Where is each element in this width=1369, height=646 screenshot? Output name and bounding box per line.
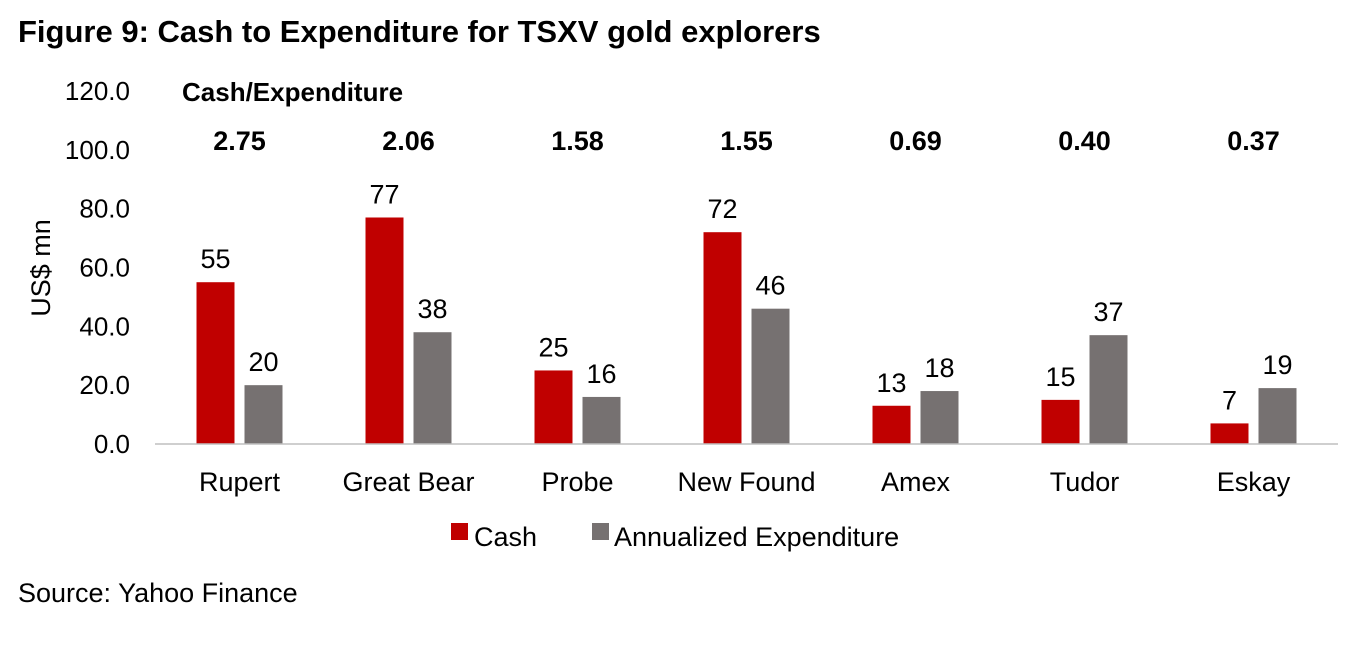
- data-label-expenditure: 16: [586, 359, 616, 389]
- bar-cash: [534, 370, 573, 444]
- y-tick-label: 20.0: [79, 370, 130, 400]
- legend-label-cash: Cash: [474, 522, 537, 552]
- bar-expenditure: [920, 391, 959, 444]
- data-label-cash: 7: [1222, 385, 1237, 415]
- bar-expenditure: [582, 396, 621, 444]
- bar-expenditure: [1089, 335, 1128, 444]
- data-label-expenditure: 46: [755, 271, 785, 301]
- ratio-value: 1.58: [551, 126, 604, 156]
- category-label: Great Bear: [342, 467, 474, 497]
- bar-expenditure: [1258, 388, 1297, 444]
- data-label-expenditure: 37: [1093, 297, 1123, 327]
- ratio-value: 0.40: [1058, 126, 1111, 156]
- data-label-cash: 13: [876, 368, 906, 398]
- y-tick-label: 80.0: [79, 194, 130, 224]
- ratio-value: 0.69: [889, 126, 942, 156]
- data-label-expenditure: 18: [924, 353, 954, 383]
- figure-title: Figure 9: Cash to Expenditure for TSXV g…: [18, 14, 821, 49]
- data-label-expenditure: 38: [417, 294, 447, 324]
- bar-cash: [872, 405, 911, 444]
- bar-cash: [1210, 423, 1249, 444]
- bar-expenditure: [413, 332, 452, 444]
- y-tick-label: 120.0: [65, 76, 130, 106]
- data-label-expenditure: 19: [1262, 350, 1292, 380]
- y-tick-label: 60.0: [79, 253, 130, 283]
- ratio-value: 2.06: [382, 126, 435, 156]
- bar-cash: [365, 217, 404, 444]
- bar-expenditure: [751, 308, 790, 444]
- legend-swatch-cash: [451, 523, 468, 540]
- ratio-value: 0.37: [1227, 126, 1280, 156]
- y-axis-label: US$ mn: [26, 219, 56, 317]
- category-label: Rupert: [199, 467, 281, 497]
- source-note: Source: Yahoo Finance: [18, 578, 298, 608]
- data-label-cash: 15: [1045, 362, 1075, 392]
- ratio-header: Cash/Expenditure: [182, 77, 403, 107]
- data-label-cash: 25: [538, 332, 568, 362]
- legend-label-expenditure: Annualized Expenditure: [614, 522, 899, 552]
- y-tick-label: 0.0: [94, 429, 130, 459]
- y-tick-label: 100.0: [65, 135, 130, 165]
- category-label: Amex: [881, 467, 951, 497]
- legend-swatch-expenditure: [592, 523, 609, 540]
- ratio-value: 2.75: [213, 126, 266, 156]
- bar-cash: [1041, 399, 1080, 444]
- ratio-value: 1.55: [720, 126, 773, 156]
- data-label-cash: 55: [200, 244, 230, 274]
- category-label: New Found: [677, 467, 815, 497]
- category-label: Probe: [541, 467, 613, 497]
- category-label: Tudor: [1050, 467, 1120, 497]
- bar-cash: [703, 232, 742, 444]
- data-label-cash: 77: [369, 179, 399, 209]
- bar-cash: [196, 282, 235, 444]
- bar-expenditure: [244, 385, 283, 444]
- y-tick-label: 40.0: [79, 311, 130, 341]
- data-label-cash: 72: [707, 194, 737, 224]
- category-label: Eskay: [1217, 467, 1291, 497]
- data-label-expenditure: 20: [248, 347, 278, 377]
